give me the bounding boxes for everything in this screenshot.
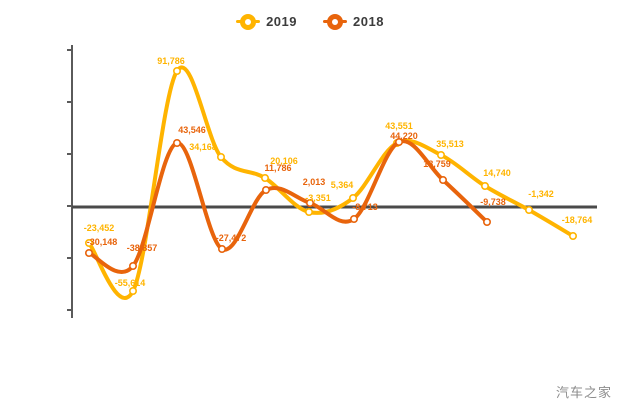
data-point-2019 [217, 153, 226, 162]
data-point-2018 [218, 245, 227, 254]
data-point-2019 [436, 151, 445, 160]
data-label-2019: -55,614 [115, 278, 146, 288]
series-2018-marker-icon [323, 13, 347, 30]
autohome-watermark: 汽车之家 [555, 386, 612, 401]
data-point-2019 [173, 67, 182, 76]
data-label-2019: 14,740 [483, 168, 511, 178]
data-label-2018: -30,148 [87, 237, 118, 247]
data-label-2019: 43,551 [385, 121, 413, 131]
data-label-2018: -8,713 [352, 202, 378, 212]
legend-item-2018[interactable]: 2018 [323, 13, 384, 30]
data-point-2019 [85, 239, 94, 248]
data-label-2018: -9,738 [480, 197, 506, 207]
data-label-2019: -1,342 [528, 189, 554, 199]
series-2019-marker-icon [236, 13, 261, 30]
data-label-2018: 43,546 [178, 125, 206, 135]
data-label-2019: 20,106 [270, 156, 298, 166]
data-point-2018 [173, 139, 182, 148]
data-label-2019: -23,452 [84, 223, 115, 233]
data-point-2019 [524, 206, 533, 215]
data-point-2018 [394, 138, 403, 147]
data-point-2018 [85, 249, 94, 258]
data-label-2019: 34,168 [189, 142, 217, 152]
data-label-2018: 11,786 [264, 163, 291, 173]
data-label-2018: -27,472 [216, 233, 247, 243]
data-label-2018: 18,759 [423, 159, 451, 169]
legend-label-2018: 2018 [353, 14, 384, 29]
data-label-2018: 2,013 [303, 177, 326, 187]
data-point-2018 [482, 218, 491, 227]
legend-item-2019[interactable]: 2019 [236, 13, 297, 30]
data-point-2019 [260, 174, 269, 183]
data-point-2018 [349, 215, 358, 224]
data-point-2018 [438, 176, 447, 185]
data-point-2018 [261, 186, 270, 195]
data-label-2019: -18,764 [562, 215, 593, 225]
data-point-2019 [480, 182, 489, 191]
data-point-2019 [129, 286, 138, 295]
data-label-2019: 35,513 [436, 139, 464, 149]
data-point-2019 [348, 194, 357, 203]
chart-legend: 2019 2018 [0, 13, 620, 30]
data-label-2018: -38,857 [127, 243, 158, 253]
data-label-2019: 5,364 [331, 180, 354, 190]
data-label-2019: 91,786 [157, 56, 185, 66]
data-point-2018 [129, 261, 138, 270]
data-label-2019: -3,351 [305, 193, 331, 203]
data-point-2018 [305, 199, 314, 208]
legend-label-2019: 2019 [266, 14, 297, 29]
data-point-2019 [304, 208, 313, 217]
data-point-2019 [568, 232, 577, 241]
data-label-2018: 44,220 [390, 131, 418, 141]
